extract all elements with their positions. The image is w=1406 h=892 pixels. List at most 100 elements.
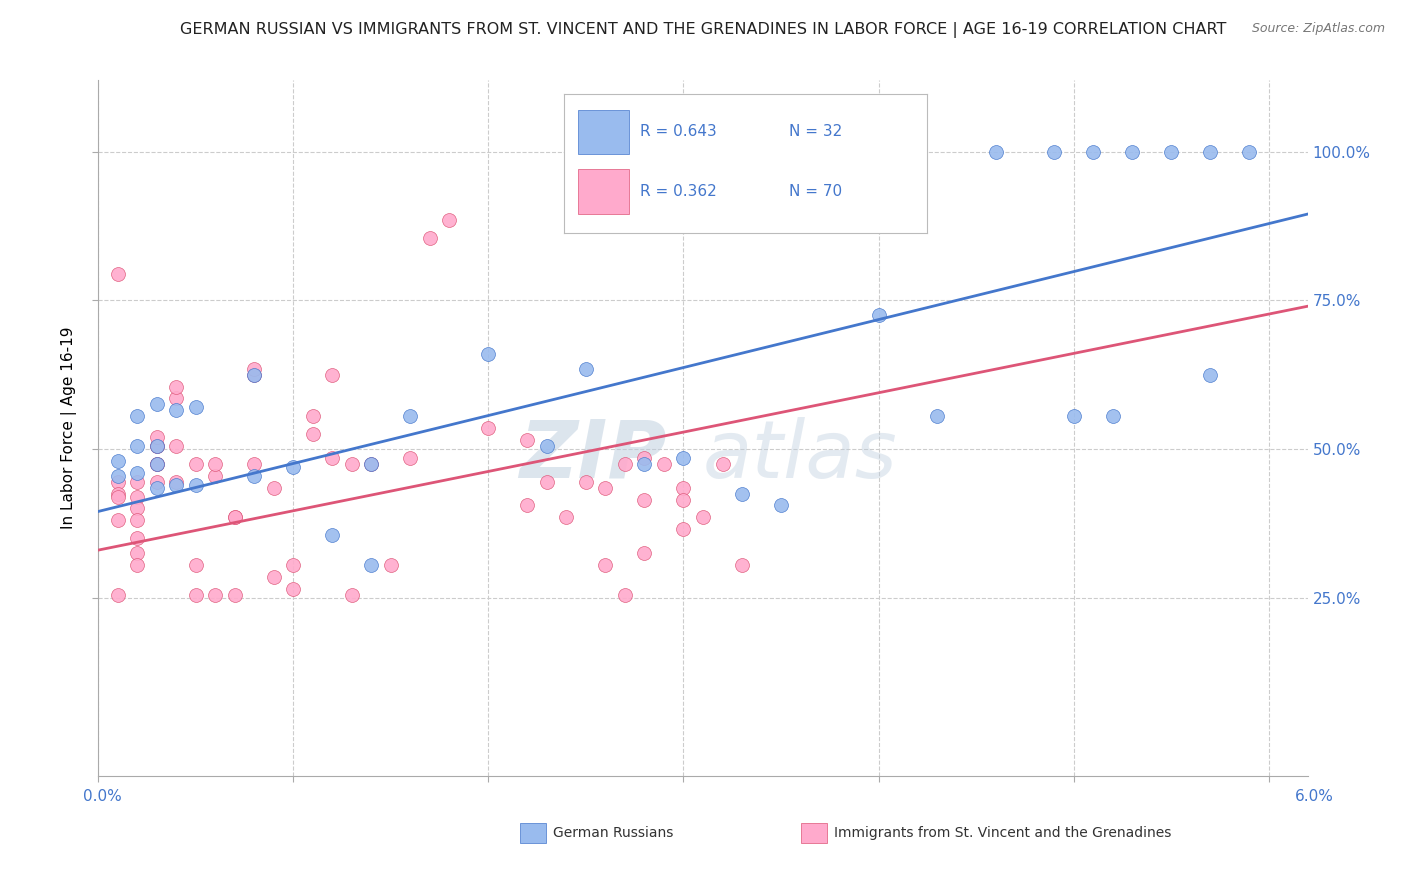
Point [146,439,169,453]
Point [243,361,266,376]
Point [107,486,129,500]
Point [555,510,578,524]
Point [146,457,169,471]
Point [243,457,266,471]
Point [672,522,695,536]
Point [614,457,637,471]
Point [595,558,617,572]
Point [516,499,538,513]
Point [224,510,246,524]
Point [184,401,207,415]
Text: atlas: atlas [703,417,898,495]
Point [340,588,363,602]
Point [633,457,655,471]
Text: Source: ZipAtlas.com: Source: ZipAtlas.com [1251,22,1385,36]
Point [263,570,285,584]
Point [302,409,325,424]
Point [263,481,285,495]
Point [127,409,149,424]
Text: GERMAN RUSSIAN VS IMMIGRANTS FROM ST. VINCENT AND THE GRENADINES IN LABOR FORCE : GERMAN RUSSIAN VS IMMIGRANTS FROM ST. VI… [180,22,1226,38]
Point [165,403,187,417]
Point [1043,145,1066,159]
Point [575,475,598,489]
Point [107,490,129,504]
Point [146,457,169,471]
Text: ZIP: ZIP [519,417,666,495]
Point [672,450,695,465]
Point [925,409,948,424]
Text: 6.0%: 6.0% [1295,789,1334,805]
Text: 0.0%: 0.0% [83,789,122,805]
Point [439,213,461,227]
Point [107,267,129,281]
Point [380,558,402,572]
Point [340,457,363,471]
Point [360,457,382,471]
Point [652,457,675,471]
Point [536,475,558,489]
Point [204,457,226,471]
Point [477,347,499,361]
Point [731,486,754,500]
Point [321,450,343,465]
Point [1237,145,1260,159]
Point [127,475,149,489]
Point [127,501,149,516]
Point [146,475,169,489]
Point [224,510,246,524]
Point [321,368,343,382]
Point [711,457,734,471]
Point [1121,145,1143,159]
Point [107,588,129,602]
Point [204,588,226,602]
Point [302,427,325,442]
Point [828,145,851,159]
Point [243,368,266,382]
Point [107,454,129,468]
Point [536,439,558,453]
Point [1199,145,1222,159]
Point [127,439,149,453]
Point [1199,368,1222,382]
Point [1081,145,1104,159]
Point [984,145,1007,159]
Point [107,475,129,489]
Y-axis label: In Labor Force | Age 16-19: In Labor Force | Age 16-19 [60,326,77,530]
Point [146,439,169,453]
Point [672,481,695,495]
Point [107,468,129,483]
Point [146,430,169,444]
Point [360,457,382,471]
Point [516,433,538,447]
Point [127,546,149,560]
Point [146,457,169,471]
Point [243,368,266,382]
Text: Immigrants from St. Vincent and the Grenadines: Immigrants from St. Vincent and the Gren… [834,826,1171,840]
Text: German Russians: German Russians [553,826,673,840]
Point [165,439,187,453]
Point [127,490,149,504]
Point [184,477,207,491]
Point [184,588,207,602]
Point [184,457,207,471]
Point [243,468,266,483]
Point [283,558,305,572]
Point [146,397,169,411]
Point [633,450,655,465]
Point [165,392,187,406]
Point [321,528,343,542]
Point [127,558,149,572]
Point [477,421,499,435]
Point [399,450,422,465]
Point [165,379,187,393]
Point [283,459,305,474]
Point [633,492,655,507]
Point [165,477,187,491]
Point [1160,145,1182,159]
Point [672,492,695,507]
Point [184,558,207,572]
Point [614,588,637,602]
Point [283,582,305,596]
Point [731,558,754,572]
Point [146,439,169,453]
